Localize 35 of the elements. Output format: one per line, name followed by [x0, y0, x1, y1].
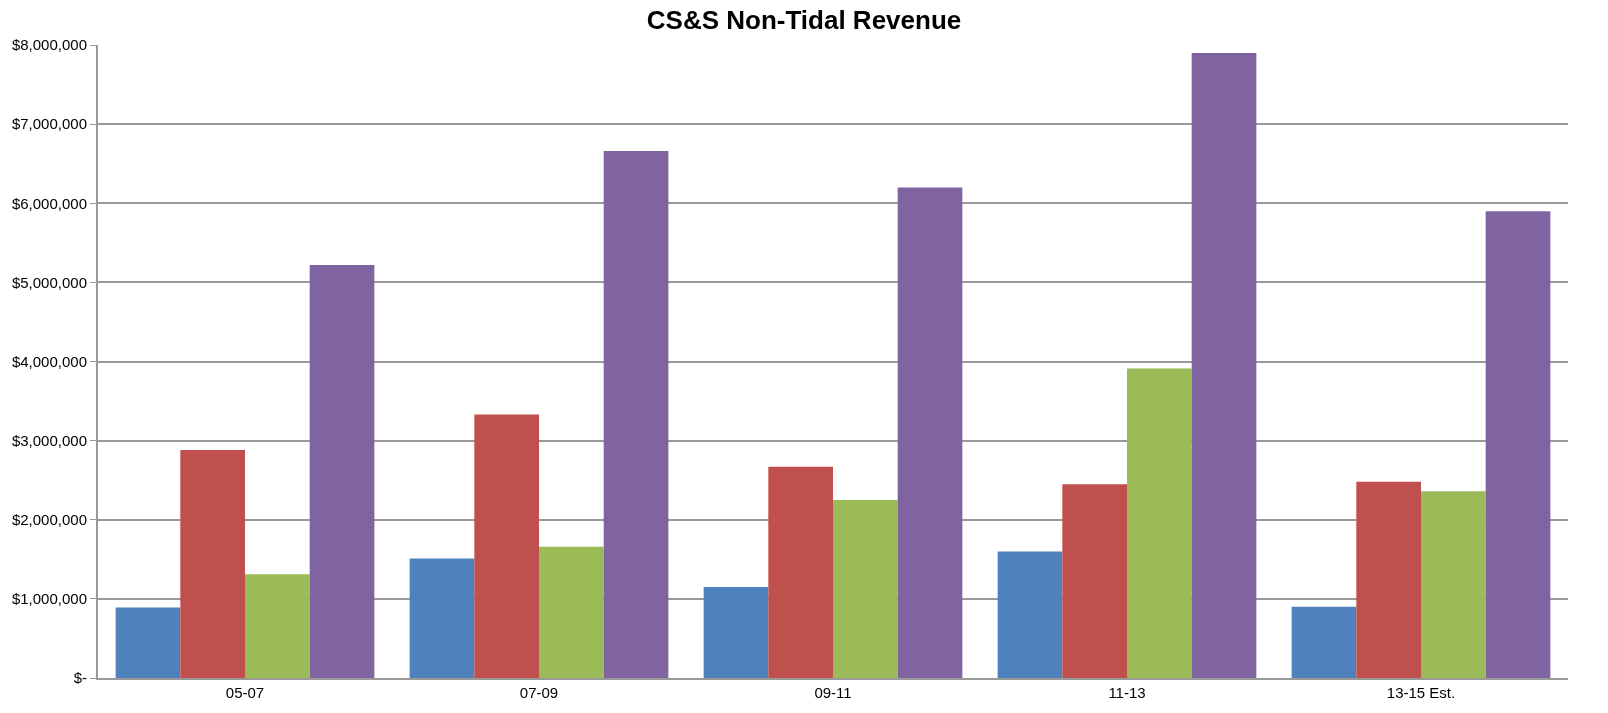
bar	[1062, 484, 1127, 678]
x-tick-label: 05-07	[225, 684, 265, 701]
bar	[180, 450, 245, 678]
bar	[309, 264, 375, 678]
bar	[833, 499, 898, 678]
bar	[703, 587, 769, 678]
x-tick-label: 09-11	[814, 684, 852, 701]
y-tick-label: $2,000,000	[11, 511, 87, 528]
x-tick-label: 07-09	[519, 684, 559, 701]
x-tick-label: 11-13	[1108, 684, 1146, 701]
bar	[409, 558, 475, 678]
bar	[997, 551, 1063, 678]
chart-title: CS&S Non-Tidal Revenue	[646, 4, 962, 35]
bar	[603, 151, 669, 678]
bar	[1485, 211, 1551, 678]
y-tick-label: $6,000,000	[11, 194, 87, 212]
y-tick-label: $7,000,000	[11, 115, 87, 133]
x-tick-label: 13-15 Est.	[1386, 684, 1456, 701]
bar	[768, 466, 833, 678]
bar	[1127, 368, 1192, 678]
y-tick-label: $8,000,000	[11, 36, 87, 54]
bar	[1421, 491, 1486, 678]
bar	[1191, 52, 1257, 678]
bar	[539, 546, 604, 678]
bar	[474, 414, 539, 678]
bar	[245, 574, 310, 678]
bar	[115, 607, 181, 678]
y-tick-label: $3,000,000	[11, 431, 87, 449]
y-tick-label: $5,000,000	[11, 273, 87, 291]
y-tick-label: $-	[73, 669, 87, 687]
y-tick-label: $4,000,000	[11, 352, 87, 370]
bar	[897, 187, 963, 678]
bar	[1356, 481, 1421, 678]
bar	[1291, 606, 1357, 678]
y-tick-label: $1,000,000	[11, 590, 87, 608]
